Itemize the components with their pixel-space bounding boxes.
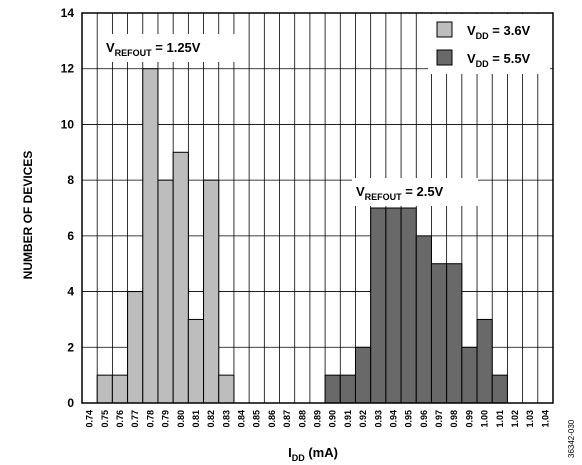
x-tick-label: 0.84 [237, 410, 247, 428]
bar-5.5V-0.96 [415, 235, 432, 404]
x-tick-label: 0.88 [297, 410, 307, 428]
x-tick-label: 0.80 [176, 410, 186, 428]
x-tick-label: 1.02 [510, 410, 520, 428]
bar-3.6V-0.79 [157, 179, 174, 404]
x-tick-label: 0.95 [404, 410, 414, 428]
bar-5.5V-0.93 [370, 207, 387, 404]
annotation-refout-1.25: VREFOUT = 1.25V [101, 34, 235, 62]
x-tick-label: 1.04 [540, 410, 550, 428]
bar-5.5V-0.99 [461, 346, 478, 404]
annotation-refout-2.5: VREFOUT = 2.5V [352, 178, 478, 206]
bar-3.6V-0.78 [142, 68, 159, 404]
legend-swatch-5.5V [436, 49, 453, 66]
plot-frame [81, 12, 554, 404]
y-tick-label: 4 [67, 285, 74, 299]
bar-3.6V-0.81 [187, 318, 205, 404]
x-tick-label: 0.81 [191, 410, 201, 428]
bar-3.6V-0.80 [172, 151, 189, 404]
x-tick-label: 0.99 [464, 410, 474, 428]
x-axis-label: IDD (mA) [288, 445, 338, 463]
bar-5.5V-0.94 [385, 207, 402, 404]
x-tick-label: 0.85 [252, 410, 262, 428]
x-tick-label: 0.82 [206, 410, 216, 428]
bar-5.5V-0.92 [354, 346, 372, 404]
x-tick-label: 0.79 [161, 410, 171, 428]
y-tick-label: 12 [61, 62, 75, 76]
x-tick-label: 0.91 [343, 410, 353, 428]
y-tick-label: 14 [61, 6, 75, 20]
y-tick-labels: 0 2 4 6 8 10 12 14 [61, 6, 75, 410]
x-tick-label: 0.93 [373, 410, 383, 428]
bar-5.5V-0.97 [430, 263, 448, 404]
y-tick-label: 6 [67, 229, 74, 243]
x-tick-label: 0.97 [434, 410, 444, 428]
bar-5.5V-0.98 [446, 263, 463, 404]
bar-5.5V-1.01 [491, 374, 508, 404]
x-tick-label: 0.74 [85, 410, 95, 428]
x-tick-label: 1.00 [480, 410, 490, 428]
y-tick-label: 2 [67, 340, 74, 354]
bar-5.5V-1.00 [476, 318, 493, 404]
x-tick-label: 0.87 [282, 410, 292, 428]
x-tick-label: 0.86 [267, 410, 277, 428]
y-tick-label: 8 [67, 173, 74, 187]
bar-3.6V-0.77 [127, 291, 144, 404]
bar-3.6V-0.76 [111, 374, 129, 404]
x-tick-label: 0.83 [221, 410, 231, 428]
legend-swatch-3.6V [436, 21, 453, 38]
x-tick-label: 0.78 [145, 410, 155, 428]
bar-3.6V-0.75 [96, 374, 113, 404]
x-tick-labels: 0.74 0.75 0.76 0.77 0.78 0.79 0.80 0.81 0.82 0.83… [85, 410, 551, 428]
x-tick-label: 0.98 [449, 410, 459, 428]
y-axis-label: NUMBER OF DEVICES [21, 151, 35, 280]
x-tick-label: 0.76 [115, 410, 125, 428]
bar-5.5V-0.95 [400, 207, 417, 404]
y-tick-label: 10 [61, 117, 75, 131]
x-tick-label: 0.90 [328, 410, 338, 428]
bar-3.6V-0.83 [218, 374, 235, 404]
bar-5.5V-0.90 [324, 374, 341, 404]
bar-3.6V-0.82 [203, 179, 220, 404]
x-tick-label: 1.03 [525, 410, 535, 428]
svg-text:VREFOUT = 2.5V: VREFOUT = 2.5V [356, 184, 444, 202]
y-tick-label: 0 [67, 396, 74, 410]
svg-text:VDD = 5.5V: VDD = 5.5V [467, 51, 531, 69]
x-tick-label: 1.01 [495, 410, 505, 428]
bar-5.5V-0.91 [339, 374, 356, 404]
svg-text:VDD = 3.6V: VDD = 3.6V [467, 23, 531, 41]
figure-id: 36342-030 [567, 419, 576, 458]
x-tick-label: 0.94 [388, 410, 398, 428]
x-tick-label: 0.75 [100, 410, 110, 428]
x-tick-label: 0.96 [419, 410, 429, 428]
x-tick-label: 0.92 [358, 410, 368, 428]
svg-text:VREFOUT = 1.25V: VREFOUT = 1.25V [106, 40, 201, 58]
legend: VDD = 3.6V VDD = 5.5V [428, 14, 550, 74]
x-tick-label: 0.89 [313, 410, 323, 428]
x-tick-label: 0.77 [130, 410, 140, 428]
bars [96, 68, 508, 404]
